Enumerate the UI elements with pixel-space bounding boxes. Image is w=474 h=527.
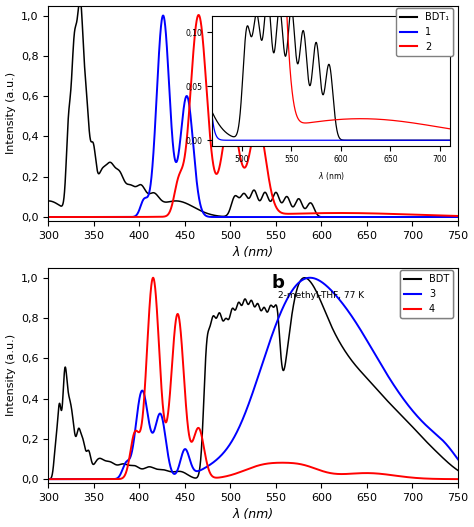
Text: a: a [272,12,283,30]
Text: b: b [272,274,284,292]
Y-axis label: Intensity (a.u.): Intensity (a.u.) [6,72,16,154]
Text: 2-methyl-THF, 77 K: 2-methyl-THF, 77 K [278,291,364,300]
X-axis label: λ (nm): λ (nm) [233,246,273,259]
X-axis label: λ (nm): λ (nm) [233,509,273,521]
Text: 2-methyl-THF, 77 K: 2-methyl-THF, 77 K [278,118,364,126]
Legend: BDT, 3, 4: BDT, 3, 4 [400,270,453,318]
Y-axis label: Intensity (a.u.): Intensity (a.u.) [6,334,16,416]
Legend: BDT₁, 1, 2: BDT₁, 1, 2 [396,8,453,56]
